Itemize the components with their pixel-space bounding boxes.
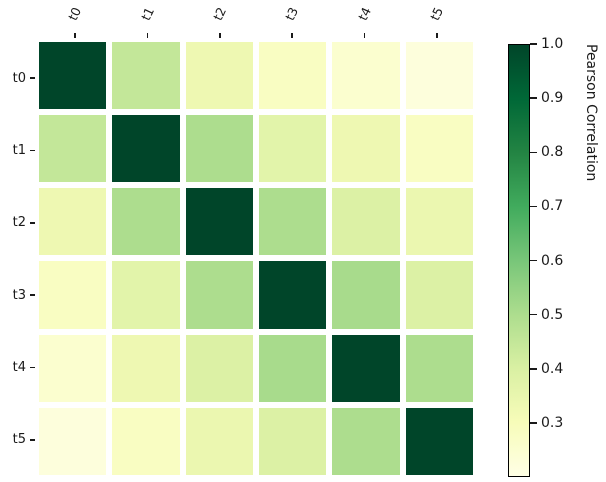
heatmap-cell [112, 261, 180, 329]
heatmap-cell [185, 42, 253, 110]
x-tick-mark [436, 33, 438, 38]
y-tick-label: t0 [12, 70, 26, 86]
colorbar [508, 44, 530, 477]
heatmap-cell [112, 42, 180, 110]
heatmap-cell [332, 334, 400, 402]
heatmap-cell [259, 407, 327, 475]
colorbar-tick-label: 0.5 [541, 306, 564, 323]
y-tick-mark [30, 222, 35, 224]
colorbar-tick-mark [530, 205, 537, 208]
heatmap-cell [405, 261, 473, 329]
x-tick-mark [146, 33, 149, 38]
colorbar-tick-mark [530, 151, 537, 153]
heatmap-cell [39, 188, 107, 256]
heatmap-cell [405, 334, 473, 402]
x-tick-mark [74, 33, 76, 38]
heatmap-cell [332, 261, 400, 329]
heatmap-cell [405, 42, 473, 110]
y-tick-label: t2 [12, 215, 26, 231]
y-tick-mark [30, 77, 35, 79]
heatmap-cell [185, 115, 253, 183]
colorbar-tick-label: 0.8 [541, 144, 564, 161]
heatmap-cell [185, 188, 253, 256]
heatmap-cell [185, 334, 253, 402]
y-tick-mark [30, 149, 35, 152]
colorbar-label: Pearson Correlation [583, 44, 599, 182]
y-tick-label: t1 [12, 143, 26, 158]
heatmap-grid [39, 42, 473, 475]
colorbar-tick-mark [530, 313, 537, 316]
heatmap-cell [39, 334, 107, 402]
x-tick-mark [363, 33, 366, 38]
heatmap-cell [112, 407, 180, 475]
y-tick-mark [30, 294, 35, 296]
x-tick-label: t4 [354, 4, 374, 23]
heatmap-cell [39, 261, 107, 329]
heatmap-cell [259, 188, 327, 256]
heatmap-cell [405, 188, 473, 256]
heatmap-cell [259, 42, 327, 110]
colorbar-tick-label: 0.4 [541, 360, 564, 377]
heatmap-cell [259, 115, 327, 183]
heatmap-cell [185, 261, 253, 329]
heatmap-cell [112, 334, 180, 402]
y-tick-label: t3 [12, 287, 26, 303]
colorbar-tick-mark [530, 97, 537, 99]
x-tick-label: t0 [65, 4, 85, 23]
heatmap-cell [112, 188, 180, 256]
y-tick-label: t4 [12, 360, 26, 375]
heatmap-cell [332, 407, 400, 475]
heatmap-cell [112, 115, 180, 183]
y-tick-mark [30, 439, 35, 441]
y-tick-mark [30, 366, 35, 369]
heatmap-cell [332, 188, 400, 256]
heatmap-cell [332, 115, 400, 183]
colorbar-tick-mark [530, 368, 537, 370]
heatmap-cell [185, 407, 253, 475]
x-tick-mark [219, 33, 221, 38]
heatmap-cell [332, 42, 400, 110]
heatmap-cell [405, 407, 473, 475]
heatmap-cell [259, 261, 327, 329]
x-tick-mark [291, 33, 293, 38]
colorbar-tick-mark [530, 259, 537, 262]
heatmap-cell [39, 42, 107, 110]
colorbar-tick-label: 0.6 [541, 252, 564, 269]
x-tick-label: t1 [137, 4, 157, 23]
y-tick-label: t5 [12, 432, 26, 448]
heatmap-cell [39, 115, 107, 183]
colorbar-tick-label: 0.7 [541, 198, 564, 215]
colorbar-tick-mark [530, 422, 537, 424]
x-tick-label: t2 [209, 4, 229, 23]
colorbar-tick-label: 0.9 [541, 90, 564, 107]
heatmap-cell [405, 115, 473, 183]
heatmap-cell [259, 334, 327, 402]
colorbar-tick-mark [530, 43, 537, 45]
heatmap-cell [39, 407, 107, 475]
x-tick-label: t5 [426, 4, 446, 23]
colorbar-tick-label: 1.0 [541, 36, 564, 52]
x-tick-label: t3 [282, 4, 302, 23]
colorbar-tick-label: 0.3 [541, 414, 564, 431]
